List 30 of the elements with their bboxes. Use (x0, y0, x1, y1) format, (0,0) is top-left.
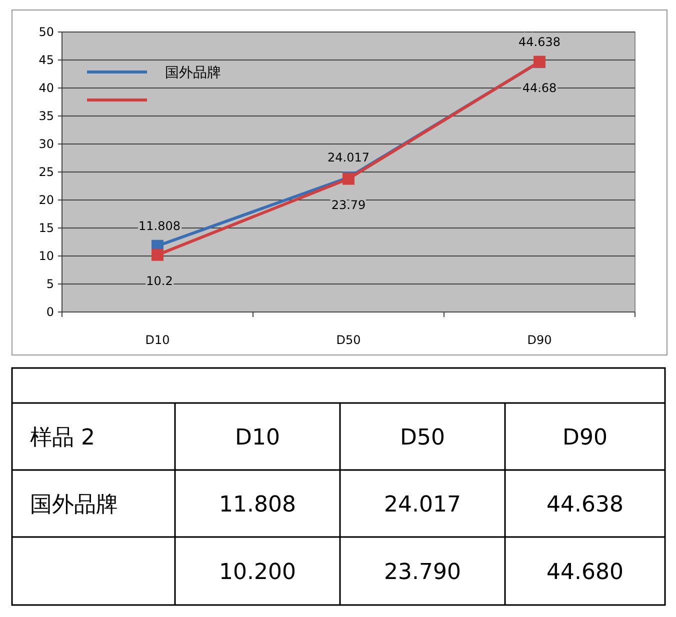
category-label: D50 (400, 426, 445, 450)
data-label: 44.638 (518, 35, 560, 50)
category-label: D10 (235, 426, 280, 450)
y-tick-label: 10 (38, 249, 54, 263)
y-tick-label: 30 (38, 137, 54, 151)
x-tick-label: D10 (145, 333, 170, 347)
text: 国外品牌 (30, 492, 118, 518)
data-label: 44.638 (546, 492, 624, 518)
data-label: 11.808 (219, 492, 296, 518)
y-tick-label: 15 (38, 221, 54, 235)
data-label: 44.680 (546, 560, 624, 585)
data-label: 24.017 (328, 150, 370, 165)
data-label: 24.017 (384, 492, 461, 518)
data-label: 23.79 (331, 198, 366, 212)
y-tick-label: 25 (38, 165, 54, 179)
category-label: D90 (562, 426, 608, 450)
y-tick-label: 40 (38, 81, 54, 95)
y-tick-label: 20 (38, 193, 54, 207)
y-tick-label: 5 (46, 277, 54, 291)
y-tick-label: 50 (38, 25, 54, 39)
x-tick-label: D50 (336, 333, 361, 347)
y-tick-label: 45 (38, 53, 54, 67)
text: 样品 2 (30, 426, 95, 450)
data-label: 23.790 (384, 560, 461, 585)
legend-label: 国外品牌 (165, 65, 221, 81)
x-tick-label: D90 (527, 333, 552, 347)
data-label: 10.200 (219, 560, 296, 585)
y-tick-label: 0 (46, 305, 54, 319)
point (152, 248, 164, 261)
y-tick-label: 35 (38, 109, 54, 123)
